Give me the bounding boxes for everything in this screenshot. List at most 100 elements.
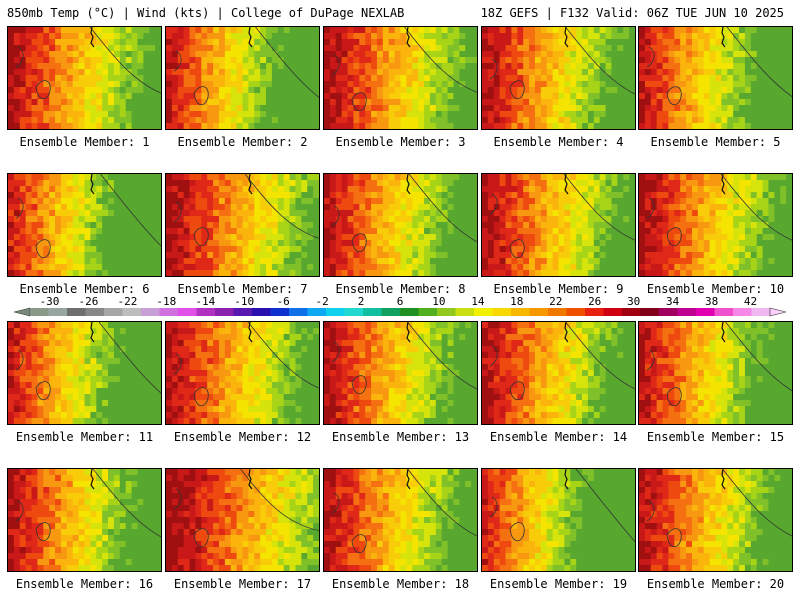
contour-line bbox=[722, 469, 792, 537]
contour-line bbox=[726, 27, 792, 98]
colorbar-swatch bbox=[344, 308, 364, 316]
colorbar-swatch bbox=[141, 308, 160, 316]
coastline bbox=[564, 27, 569, 48]
ensemble-map-8 bbox=[323, 173, 478, 277]
contour-line bbox=[240, 469, 319, 531]
contour-line bbox=[173, 50, 182, 72]
colorbar: -30 -26 -22 -18 -14 -10 -6 -2 2 6 10 14 18 22 26 30 34 38… bbox=[13, 296, 787, 317]
colorbar-tick-label: -22 bbox=[117, 296, 137, 308]
coastline bbox=[248, 174, 253, 195]
colorbar-swatch bbox=[48, 308, 68, 316]
contour-line bbox=[35, 381, 51, 401]
colorbar-swatch bbox=[363, 308, 382, 316]
contour-line bbox=[565, 322, 635, 390]
coastline bbox=[90, 322, 95, 343]
contour-line bbox=[193, 227, 209, 247]
coastline bbox=[90, 469, 95, 490]
colorbar-swatch bbox=[529, 308, 549, 316]
colorbar-swatch bbox=[640, 308, 660, 316]
colorbar-tick-label: 6 bbox=[397, 296, 404, 308]
contour-line bbox=[351, 233, 367, 253]
contour-line bbox=[666, 86, 682, 106]
panel-label: Ensemble Member: 17 bbox=[173, 577, 312, 591]
panel-label: Ensemble Member: 20 bbox=[646, 577, 785, 591]
ensemble-map-18 bbox=[323, 468, 478, 572]
colorbar-swatch bbox=[178, 308, 197, 316]
contour-line bbox=[35, 522, 51, 542]
coastline bbox=[90, 174, 95, 195]
colorbar-swatch bbox=[289, 308, 308, 316]
ensemble-map-16 bbox=[7, 468, 162, 572]
coastline bbox=[248, 322, 253, 343]
contour-line bbox=[193, 528, 209, 548]
panel-label: Ensemble Member: 2 bbox=[177, 135, 308, 149]
colorbar-swatch bbox=[252, 308, 271, 316]
contour-line bbox=[331, 492, 340, 514]
colorbar-swatch bbox=[326, 308, 345, 316]
colorbar-swatch bbox=[455, 308, 475, 316]
contour-line bbox=[244, 174, 319, 239]
coastline bbox=[406, 469, 411, 490]
colorbar-swatch bbox=[733, 308, 752, 316]
colorbar-swatch bbox=[696, 308, 715, 316]
contour-line bbox=[173, 488, 182, 510]
contour-line bbox=[509, 239, 525, 259]
contour-line bbox=[98, 322, 161, 394]
contour-line bbox=[575, 469, 635, 543]
ensemble-map-5 bbox=[638, 26, 793, 130]
colorbar-tick-label: -6 bbox=[277, 296, 290, 308]
colorbar-swatch bbox=[659, 308, 678, 316]
contour-line bbox=[489, 193, 498, 215]
colorbar-swatch bbox=[233, 308, 253, 316]
colorbar-swatch bbox=[437, 308, 456, 316]
colorbar-swatch bbox=[381, 308, 401, 316]
coastline bbox=[564, 322, 569, 343]
contour-line bbox=[193, 86, 209, 106]
colorbar-swatch bbox=[104, 308, 123, 316]
coastline bbox=[406, 27, 411, 48]
contour-line bbox=[563, 174, 635, 241]
colorbar-tick-label: 10 bbox=[432, 296, 445, 308]
ensemble-map-13 bbox=[323, 321, 478, 425]
colorbar-swatch bbox=[566, 308, 586, 316]
panel-label: Ensemble Member: 3 bbox=[335, 135, 466, 149]
contour-line bbox=[351, 92, 367, 112]
contour-line bbox=[646, 349, 655, 371]
colorbar-tick-label: -30 bbox=[40, 296, 60, 308]
colorbar-swatch bbox=[511, 308, 530, 316]
contour-line bbox=[404, 27, 477, 93]
panel-label: Ensemble Member: 7 bbox=[177, 282, 308, 296]
colorbar-swatch bbox=[196, 308, 216, 316]
contour-line bbox=[173, 201, 182, 223]
ensemble-map-12 bbox=[165, 321, 320, 425]
coastline bbox=[248, 469, 253, 490]
coastline bbox=[721, 174, 726, 195]
contour-line bbox=[489, 496, 498, 518]
coastline bbox=[721, 469, 726, 490]
panel-label: Ensemble Member: 6 bbox=[19, 282, 150, 296]
contour-line bbox=[89, 27, 161, 94]
colorbar-swatch bbox=[714, 308, 734, 316]
colorbar-swatch bbox=[215, 308, 234, 316]
panel-label: Ensemble Member: 18 bbox=[331, 577, 470, 591]
colorbar-tick-label: -14 bbox=[195, 296, 215, 308]
ensemble-map-4 bbox=[481, 26, 636, 130]
colorbar-tick-label: 18 bbox=[510, 296, 523, 308]
colorbar-swatch bbox=[751, 308, 771, 316]
contour-line bbox=[15, 46, 24, 68]
contour-line bbox=[408, 174, 477, 243]
contour-line bbox=[725, 322, 792, 392]
ensemble-map-7 bbox=[165, 173, 320, 277]
contour-line bbox=[509, 381, 525, 401]
coastline bbox=[406, 174, 411, 195]
ensemble-map-10 bbox=[638, 173, 793, 277]
ensemble-map-1 bbox=[7, 26, 162, 130]
colorbar-swatch bbox=[548, 308, 567, 316]
colorbar-swatch bbox=[622, 308, 641, 316]
run-valid-time: 18Z GEFS | F132 Valid: 06Z TUE JUN 10 20… bbox=[480, 6, 784, 20]
colorbar-swatch bbox=[418, 308, 438, 316]
coastline bbox=[90, 27, 95, 48]
ensemble-map-9 bbox=[481, 173, 636, 277]
colorbar-tick-label: 22 bbox=[549, 296, 562, 308]
colorbar-swatch bbox=[159, 308, 179, 316]
